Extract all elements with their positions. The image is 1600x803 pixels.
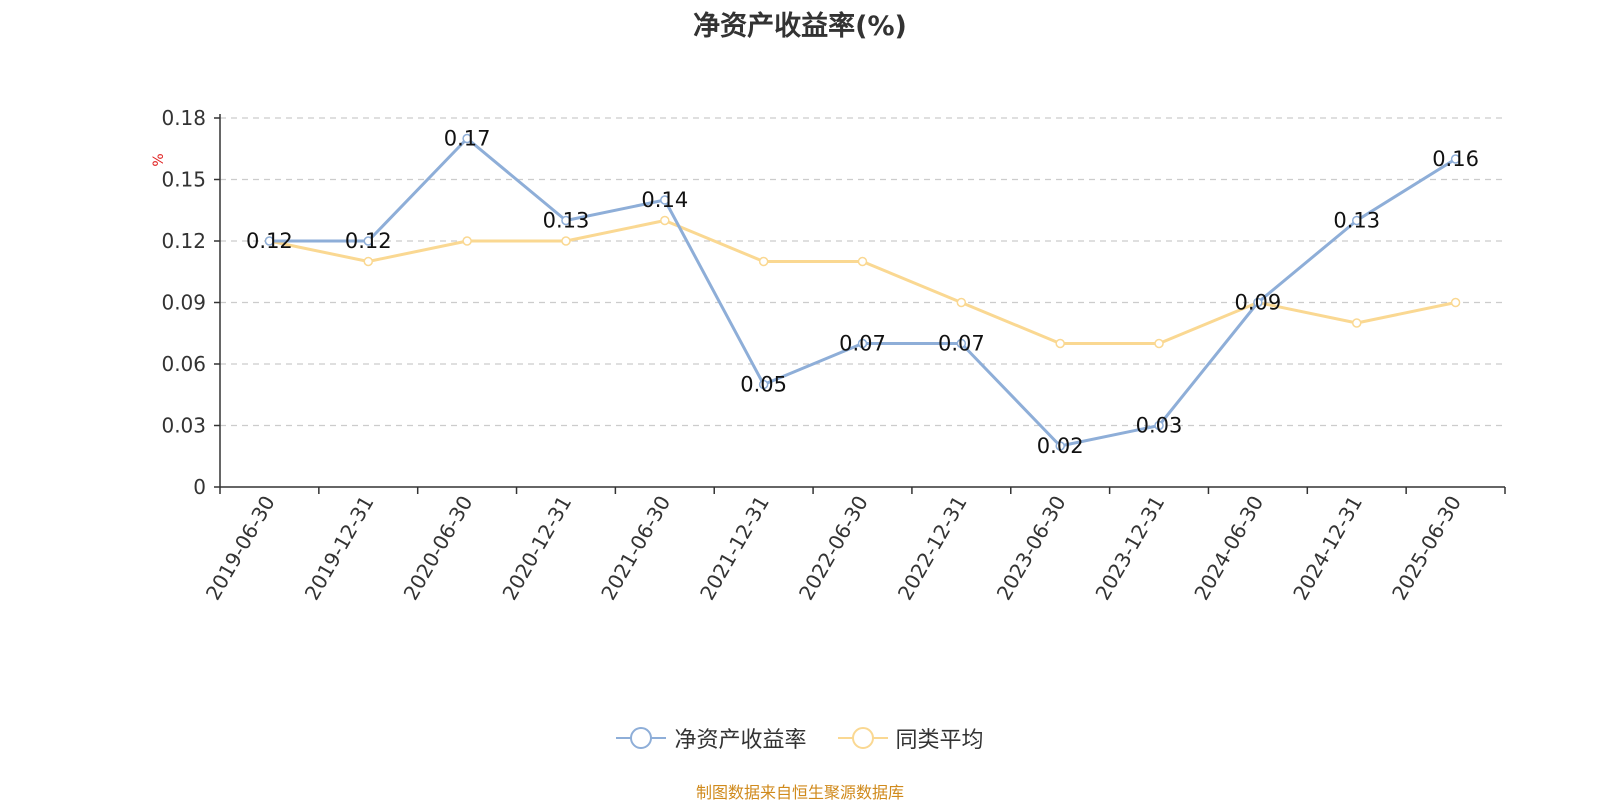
data-label-roe: 0.17 [444, 127, 491, 151]
y-tick-label: 0.12 [161, 229, 206, 253]
data-point-roe [264, 236, 275, 246]
legend-marker-peer-average [837, 727, 888, 749]
data-point-roe [660, 195, 670, 205]
legend-marker-roe [616, 727, 667, 749]
data-point-peer-average [1154, 338, 1164, 349]
x-tick-label: 2024-12-31 [1288, 492, 1367, 605]
x-tick-label: 2020-06-30 [399, 491, 478, 604]
x-tick-label: 2021-12-31 [695, 492, 774, 605]
data-point-roe [561, 215, 571, 226]
data-point-roe [1154, 420, 1164, 431]
data-label-roe: 0.12 [246, 229, 293, 253]
data-label-roe: 0.05 [740, 373, 787, 397]
y-tick-label: 0 [193, 475, 206, 499]
data-point-peer-average [857, 256, 868, 267]
y-tick-label: 0.18 [161, 106, 206, 130]
data-label-roe: 0.02 [1037, 434, 1084, 458]
data-label-roe: 0.14 [641, 188, 688, 212]
data-point-peer-average [1055, 338, 1065, 349]
series-line-peer-average [269, 219, 1456, 345]
data-point-roe [1450, 154, 1461, 164]
y-tick-label: 0.03 [161, 414, 206, 438]
data-label-roe: 0.13 [543, 209, 590, 233]
data-label-roe: 0.07 [839, 332, 886, 356]
grid-lines [220, 117, 1505, 427]
x-tick-label: 2025-06-30 [1387, 492, 1466, 605]
data-point-peer-average [660, 215, 670, 226]
x-tick-label: 2023-06-30 [992, 492, 1071, 605]
data-label-roe: 0.03 [1136, 414, 1183, 438]
data-point-peer-average [561, 236, 571, 246]
data-label-roe: 0.07 [938, 332, 985, 356]
data-point-peer-average [1450, 297, 1461, 308]
data-point-peer-average [758, 256, 769, 267]
data-point-roe [462, 133, 472, 144]
series-lines [264, 133, 1461, 451]
data-point-roe [758, 379, 769, 390]
legend-label-roe: 净资产收益率 [674, 728, 807, 753]
x-tick-label: 2023-12-31 [1090, 492, 1169, 605]
y-tick-label: 0.06 [161, 352, 206, 376]
legend: 净资产收益率 同类平均 [0, 722, 1600, 756]
y-tick-label: 0.15 [161, 168, 206, 192]
data-point-peer-average [1351, 318, 1362, 328]
data-label-roe: 0.12 [345, 229, 392, 253]
data-label-roe: 0.16 [1432, 147, 1479, 171]
data-point-peer-average [956, 297, 967, 308]
data-point-roe [857, 338, 868, 349]
x-tick-label: 2020-12-31 [497, 492, 576, 605]
data-point-peer-average [363, 256, 374, 267]
data-labels: 0.12 0.12 0.17 0.13 0.14 0.05 0.07 0.07 0.02 0.03… [246, 127, 1479, 459]
data-point-roe [1253, 297, 1263, 308]
legend-item-peer-average[interactable]: 同类平均 [837, 722, 984, 754]
legend-item-roe[interactable]: 净资产收益率 [616, 722, 807, 754]
data-label-roe: 0.13 [1333, 209, 1380, 233]
chart-title: 净资产收益率(%) [693, 11, 907, 42]
y-tick-label: 0.09 [161, 291, 206, 315]
x-tick-label: 2019-12-31 [300, 492, 379, 605]
x-tick-label: 2022-06-30 [794, 492, 873, 605]
data-point-peer-average [462, 236, 472, 246]
x-tick-label: 2019-06-30 [201, 492, 280, 605]
legend-label-peer-average: 同类平均 [895, 728, 984, 753]
data-point-roe [363, 236, 374, 246]
y-axis-unit-label: % [151, 153, 167, 166]
data-label-roe: 0.09 [1235, 291, 1282, 315]
source-note: 制图数据来自恒生聚源数据库 [695, 783, 904, 802]
x-tick-label: 2024-06-30 [1189, 492, 1268, 605]
x-tick-label: 2021-06-30 [596, 492, 675, 605]
data-point-roe [1351, 215, 1362, 226]
data-point-roe [956, 338, 967, 349]
x-tick-label: 2022-12-31 [893, 492, 972, 605]
data-point-roe [1055, 441, 1065, 451]
